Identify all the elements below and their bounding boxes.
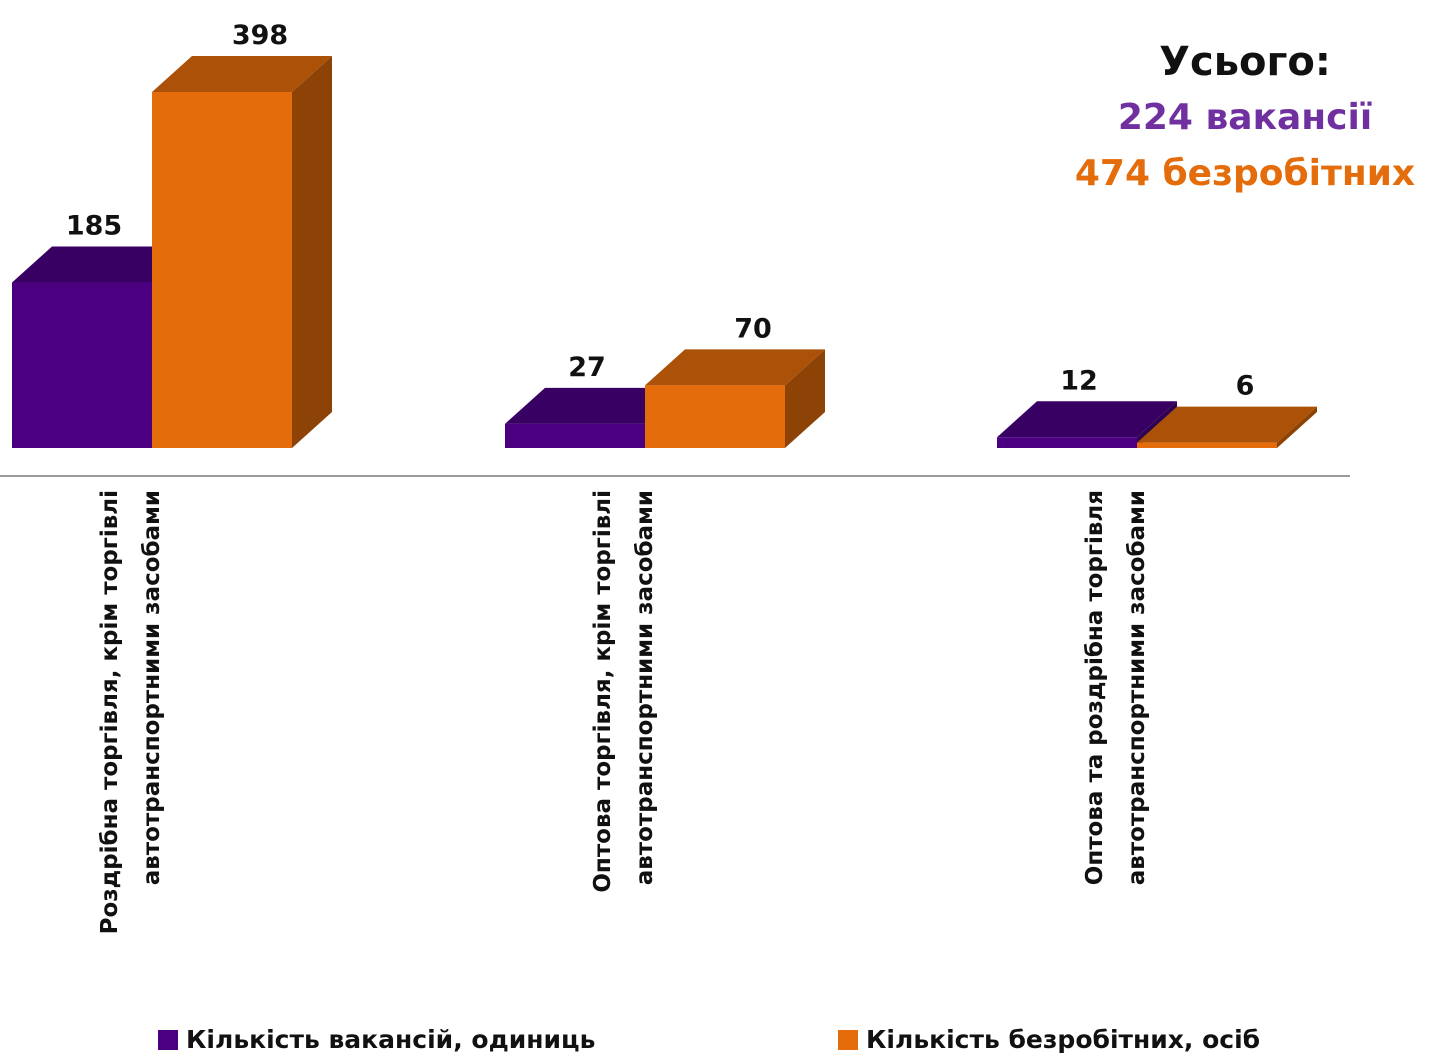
category-label-line: Оптова та роздрібна торгівля bbox=[1082, 490, 1108, 885]
totals-header: Усього: bbox=[1159, 39, 1331, 85]
category-label-line: Оптова торгівля, крім торгівлі bbox=[590, 490, 616, 893]
data-label: 185 bbox=[66, 211, 122, 242]
category-label-line: автотранспортними засобами bbox=[139, 490, 165, 885]
bar bbox=[645, 385, 785, 448]
bar bbox=[997, 437, 1137, 448]
bar bbox=[1137, 442, 1277, 448]
bar bbox=[505, 423, 645, 448]
bar-side bbox=[1277, 406, 1317, 448]
category-label-line: Роздрібна торгівля, крім торгівлі bbox=[97, 490, 123, 934]
data-label: 6 bbox=[1236, 371, 1255, 402]
category-label-line: автотранспортними засобами bbox=[632, 490, 658, 885]
category-label: Оптова та роздрібна торгівля автотранспор… bbox=[1082, 490, 1150, 885]
bar-side bbox=[292, 56, 332, 448]
totals-unemployed: 474 безробітних bbox=[1074, 153, 1416, 194]
bar-top bbox=[152, 56, 332, 92]
category-label: Оптова торгівля, крім торгівлі автотрансп… bbox=[590, 490, 658, 893]
legend-swatch-unemployed bbox=[838, 1029, 858, 1050]
legend-item-unemployed: Кількість безробітних, осіб bbox=[838, 1025, 1260, 1054]
data-label: 398 bbox=[232, 20, 288, 51]
bar-top bbox=[1137, 406, 1317, 443]
legend-label-unemployed: Кількість безробітних, осіб bbox=[866, 1025, 1261, 1054]
data-label: 27 bbox=[568, 352, 606, 383]
legend-swatch-vacancies bbox=[158, 1029, 178, 1050]
totals-summary: Усього: 224 вакансії 474 безробітних bbox=[1065, 34, 1425, 202]
category-label: Роздрібна торгівля, крім торгівлі автотра… bbox=[97, 490, 165, 934]
bar-top bbox=[645, 349, 825, 386]
bar-top bbox=[12, 246, 192, 283]
bar bbox=[152, 92, 292, 448]
data-label: 70 bbox=[734, 313, 772, 344]
bar-side bbox=[785, 349, 825, 448]
legend-item-vacancies: Кількість вакансій, одиниць bbox=[158, 1025, 595, 1054]
totals-vacancies: 224 вакансії bbox=[1117, 97, 1373, 138]
category-label-line: автотранспортними засобами bbox=[1124, 490, 1150, 885]
chart-svg: 185 398 Роздрібна торгівля, крім торгівлі а… bbox=[0, 20, 1350, 934]
bar bbox=[12, 282, 152, 448]
bar-top bbox=[505, 387, 685, 424]
legend-label-vacancies: Кількість вакансій, одиниць bbox=[186, 1025, 596, 1054]
bar-top bbox=[997, 401, 1177, 438]
data-label: 12 bbox=[1060, 365, 1098, 396]
